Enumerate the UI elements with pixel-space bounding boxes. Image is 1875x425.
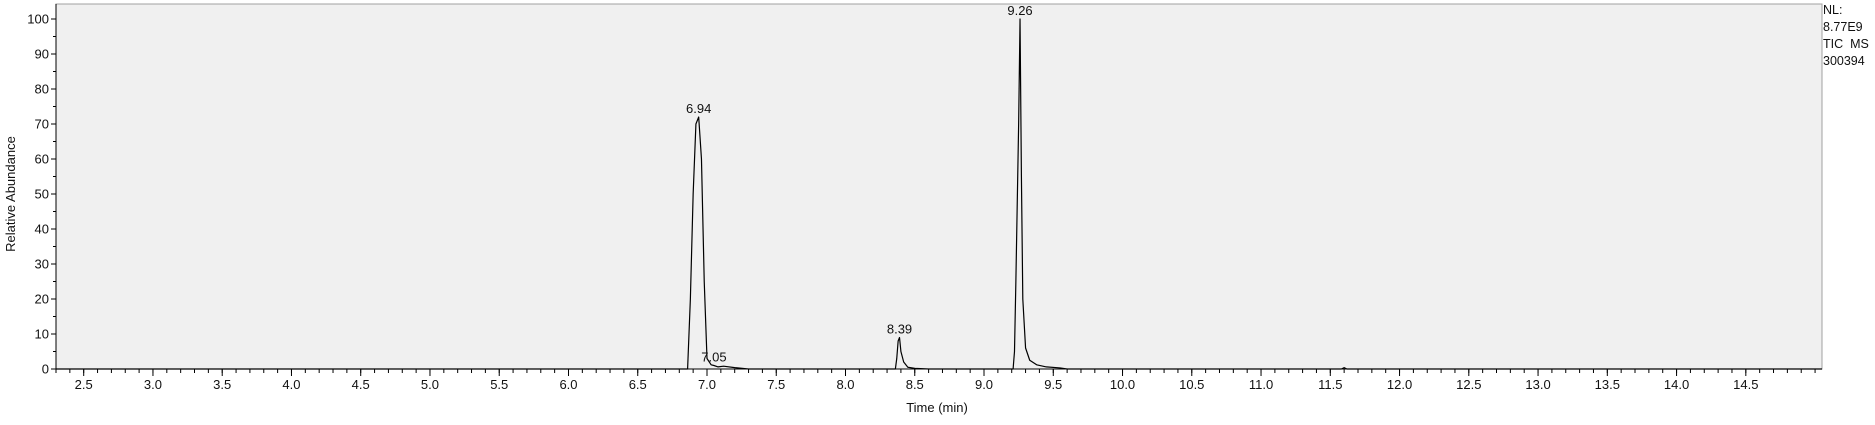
peak-label: 7.05 [701, 350, 726, 365]
x-tick-label: 6.0 [559, 377, 577, 392]
x-tick-label: 5.5 [490, 377, 508, 392]
peak-label: 8.39 [887, 322, 912, 337]
x-tick-label: 4.5 [352, 377, 370, 392]
x-tick-label: 7.0 [698, 377, 716, 392]
x-tick-label: 13.0 [1525, 377, 1550, 392]
x-tick-label: 14.0 [1664, 377, 1689, 392]
x-tick-label: 8.5 [906, 377, 924, 392]
x-tick-label: 3.0 [144, 377, 162, 392]
x-tick-label: 4.0 [282, 377, 300, 392]
x-tick-label: 11.0 [1249, 377, 1273, 392]
x-tick-label: 8.0 [836, 377, 854, 392]
y-tick-label: 0 [42, 362, 49, 377]
x-tick-label: 6.5 [629, 377, 647, 392]
y-tick-label: 20 [35, 292, 49, 307]
y-tick-label: 60 [35, 152, 49, 167]
y-tick-label: 100 [27, 12, 49, 27]
y-tick-label: 40 [35, 222, 49, 237]
y-tick-label: 90 [35, 47, 49, 62]
x-tick-label: 5.0 [421, 377, 439, 392]
x-tick-label: 3.5 [213, 377, 231, 392]
x-tick-label: 12.5 [1456, 377, 1481, 392]
sample-id: 300394 [1823, 54, 1865, 68]
x-tick-label: 9.5 [1044, 377, 1062, 392]
x-tick-label: 12.0 [1387, 377, 1412, 392]
y-axis-label: Relative Abundance [3, 136, 18, 252]
tic-trace [56, 18, 1822, 370]
x-tick-label: 14.5 [1733, 377, 1758, 392]
x-tick-label: 10.5 [1179, 377, 1204, 392]
y-tick-label: 80 [35, 82, 49, 97]
x-axis-label: Time (min) [906, 400, 968, 415]
y-tick-label: 10 [35, 327, 49, 342]
y-tick-label: 70 [35, 117, 49, 132]
normalization-value: 8.77E9 [1823, 20, 1863, 34]
trace-type: TIC MS [1823, 37, 1869, 51]
y-tick-label: 50 [35, 187, 49, 202]
peak-label: 9.26 [1007, 3, 1032, 18]
x-tick-label: 13.5 [1595, 377, 1620, 392]
info-box: NL: 8.77E9 TIC MS 300394 [1823, 2, 1869, 70]
peak-label: 6.94 [686, 101, 711, 116]
x-tick-label: 11.5 [1318, 377, 1342, 392]
x-tick-label: 10.0 [1110, 377, 1135, 392]
y-tick-label: 30 [35, 257, 49, 272]
x-tick-label: 2.5 [75, 377, 93, 392]
plot-area [55, 3, 1823, 370]
x-tick-label: 9.0 [975, 377, 993, 392]
normalization-label: NL: [1823, 3, 1843, 17]
x-tick-label: 7.5 [767, 377, 785, 392]
